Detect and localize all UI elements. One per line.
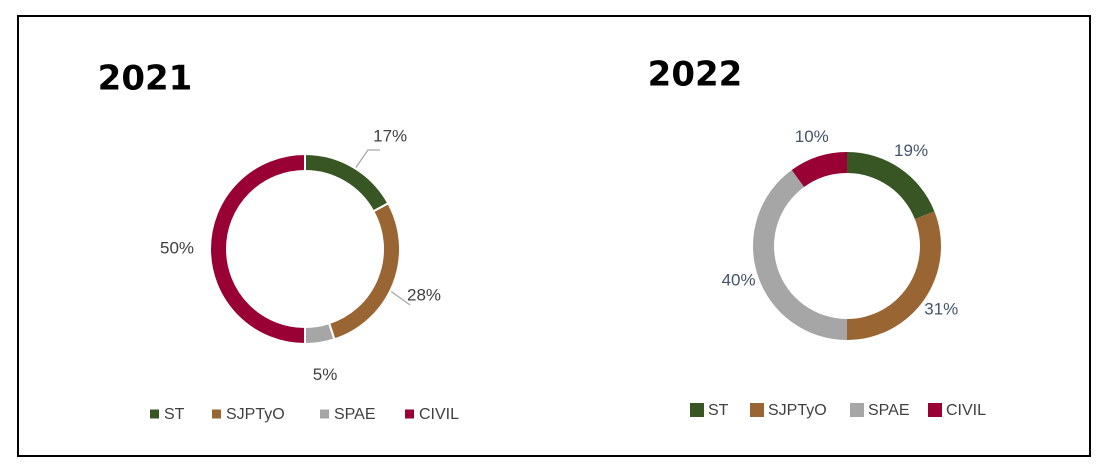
legend-label: SJPTyO xyxy=(768,402,827,419)
legend-label: CIVIL xyxy=(419,406,459,423)
legend-label: CIVIL xyxy=(946,402,986,419)
data-label: 40% xyxy=(722,271,756,290)
legend-marker xyxy=(928,403,942,417)
data-label: 50% xyxy=(160,238,194,257)
donut-segment xyxy=(847,152,935,220)
data-label: 31% xyxy=(924,300,958,319)
data-label: 10% xyxy=(795,127,829,146)
data-label: 28% xyxy=(407,286,441,305)
legend-marker xyxy=(750,403,764,417)
data-label: 17% xyxy=(373,126,407,145)
frame xyxy=(17,15,1091,457)
legend-marker xyxy=(405,409,414,419)
legend-label: SPAE xyxy=(334,406,376,423)
chart-title: 2022 xyxy=(648,55,743,95)
legend-label: SJPTyO xyxy=(226,406,285,423)
legend-marker xyxy=(850,403,864,417)
legend-label: ST xyxy=(164,406,185,423)
donut-segment xyxy=(304,321,336,346)
legend-marker xyxy=(690,403,704,417)
data-label: 5% xyxy=(313,365,338,384)
donut-segment xyxy=(209,152,306,346)
legend-label: ST xyxy=(708,402,729,419)
donut-segment xyxy=(847,211,941,340)
donut-segment xyxy=(753,169,847,340)
data-label: 19% xyxy=(894,141,928,160)
legend-label: SPAE xyxy=(868,402,910,419)
leader-line xyxy=(349,149,380,177)
legend-marker xyxy=(320,409,329,419)
legend-marker xyxy=(212,409,221,419)
donut-segment xyxy=(791,152,847,187)
chart-title: 2021 xyxy=(98,59,193,99)
legend-marker xyxy=(150,409,159,419)
